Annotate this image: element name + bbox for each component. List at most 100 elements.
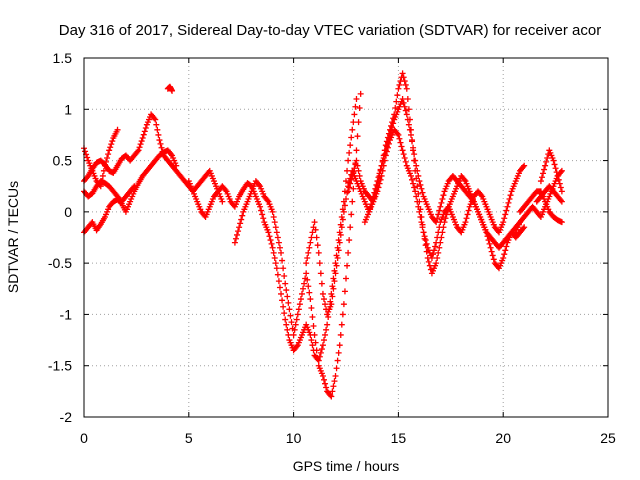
data-point — [504, 203, 511, 210]
data-point — [297, 296, 304, 303]
x-axis-label: GPS time / hours — [293, 458, 400, 474]
data-point — [279, 257, 286, 264]
data-point — [278, 290, 285, 297]
data-point — [395, 85, 402, 92]
data-point — [387, 131, 394, 138]
data-point — [136, 144, 143, 151]
data-point — [259, 211, 266, 218]
data-point — [305, 283, 312, 290]
data-point — [308, 305, 315, 312]
data-point — [405, 121, 412, 128]
data-point — [312, 226, 319, 233]
data-point — [350, 169, 357, 176]
data-point — [503, 243, 510, 250]
data-point — [393, 98, 400, 105]
data-point — [320, 296, 327, 303]
data-point — [266, 233, 273, 240]
data-point — [400, 99, 407, 106]
data-point — [410, 144, 417, 151]
data-point — [295, 306, 302, 313]
data-point — [434, 215, 441, 222]
data-point — [411, 184, 418, 191]
data-point — [406, 126, 413, 133]
data-point — [343, 196, 349, 203]
data-point — [435, 249, 442, 256]
data-point — [558, 198, 565, 205]
data-point — [433, 260, 440, 267]
data-point — [296, 301, 303, 308]
data-point — [376, 170, 383, 177]
data-point — [433, 219, 440, 226]
data-point — [109, 138, 116, 145]
data-point — [464, 211, 471, 218]
series-satellite-track-d — [81, 178, 138, 205]
data-point — [345, 249, 352, 256]
y-tick-label: -1 — [60, 306, 73, 322]
data-point — [417, 213, 424, 220]
chart-title: Day 316 of 2017, Sidereal Day-to-day VTE… — [59, 22, 601, 39]
data-point — [319, 342, 326, 349]
data-point — [324, 321, 331, 328]
data-point — [275, 239, 282, 246]
data-point — [270, 249, 277, 256]
data-point — [287, 312, 294, 319]
data-point — [269, 244, 276, 251]
data-point — [268, 240, 275, 247]
data-point — [395, 131, 402, 138]
data-point — [142, 125, 149, 132]
data-point — [219, 198, 226, 205]
data-point — [290, 331, 297, 338]
data-point — [284, 293, 291, 300]
data-point — [414, 183, 421, 190]
data-point — [105, 151, 112, 158]
data-point — [275, 278, 282, 285]
data-point — [239, 212, 246, 219]
data-point — [315, 249, 322, 256]
data-point — [345, 188, 352, 195]
data-point — [137, 141, 144, 148]
data-point — [356, 105, 363, 112]
data-point — [281, 310, 288, 317]
series-satellite-track-e — [164, 83, 176, 94]
data-point — [276, 244, 283, 251]
data-point — [551, 161, 558, 168]
data-point — [421, 233, 428, 240]
data-point — [488, 248, 495, 255]
data-point — [272, 224, 279, 231]
data-point — [422, 237, 429, 244]
data-point — [412, 157, 419, 164]
data-point — [103, 158, 110, 165]
data-point — [540, 170, 547, 177]
data-point — [429, 251, 436, 258]
data-point — [328, 301, 335, 308]
data-point — [558, 219, 565, 226]
data-point — [461, 176, 468, 183]
data-point — [270, 213, 277, 220]
data-point — [520, 163, 527, 170]
data-point — [351, 111, 358, 118]
data-point — [334, 255, 341, 262]
data-point — [281, 272, 288, 279]
data-point — [543, 158, 550, 165]
data-point — [435, 211, 442, 218]
data-point — [271, 219, 278, 226]
data-point — [157, 140, 164, 147]
data-point — [418, 185, 425, 192]
data-point — [138, 138, 145, 145]
series-satellite-track-a — [81, 111, 226, 205]
data-point — [155, 131, 162, 138]
data-point — [381, 151, 388, 158]
data-point — [339, 216, 346, 223]
data-point — [383, 143, 390, 150]
data-point — [436, 244, 443, 251]
data-point — [309, 342, 316, 349]
series-satellite-track-g — [231, 90, 364, 400]
data-point — [404, 96, 411, 103]
data-point — [403, 111, 410, 118]
data-point — [264, 197, 271, 204]
data-point — [420, 229, 427, 236]
data-point — [331, 278, 338, 285]
data-point — [349, 172, 356, 179]
data-point — [541, 166, 548, 173]
